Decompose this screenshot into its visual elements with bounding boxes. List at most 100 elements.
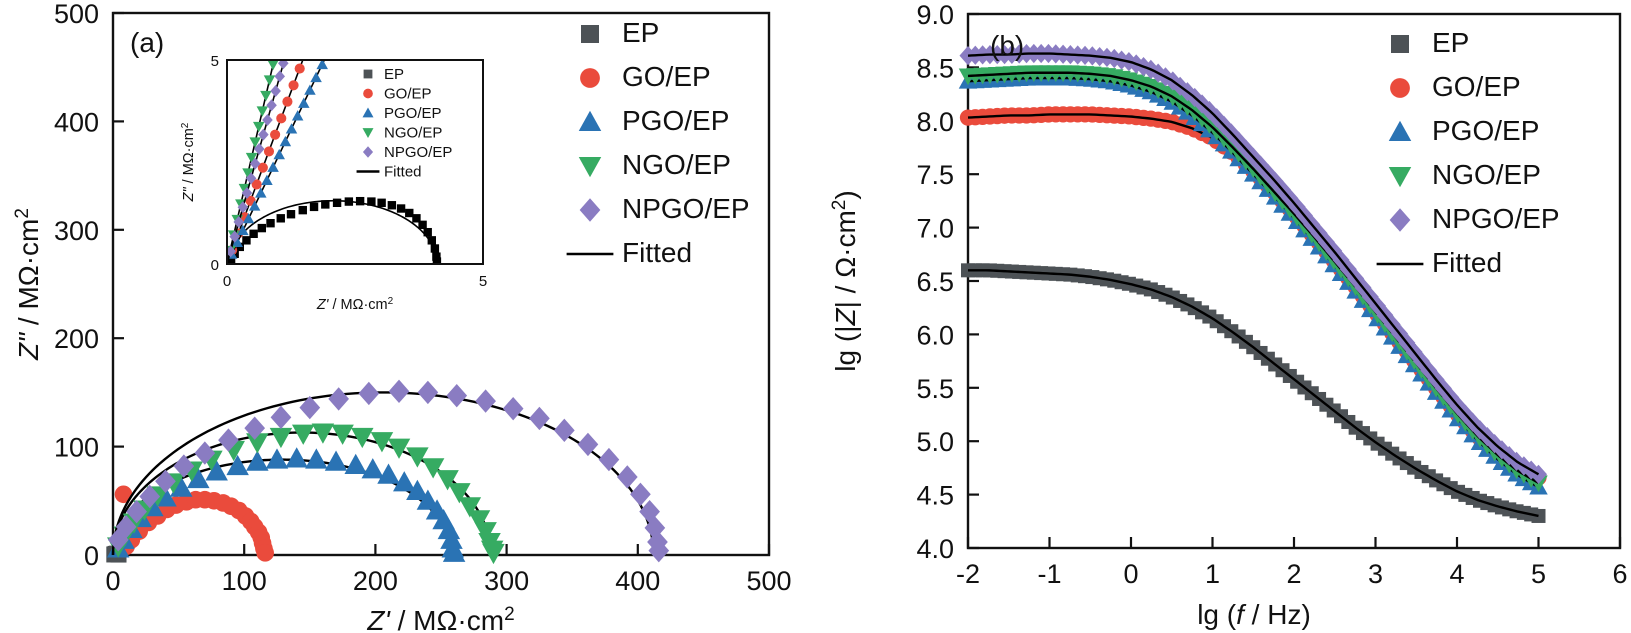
data-point-PGO-EP xyxy=(246,450,269,471)
inset-legend-entry-GO-EP: GO/EP xyxy=(363,86,432,103)
inset-point-NPGO-EP xyxy=(266,99,277,112)
square-icon xyxy=(363,69,373,79)
inset-point-EP xyxy=(430,244,440,253)
inset-legend-label: NPGO/EP xyxy=(384,144,452,161)
circle-icon xyxy=(363,88,373,99)
y-tick-label: 6.0 xyxy=(916,320,954,350)
data-point-PGO-EP xyxy=(205,460,228,481)
inset-legend-entry-NGO-EP: NGO/EP xyxy=(362,125,442,142)
inset-point-EP xyxy=(423,227,432,237)
inset-point-EP xyxy=(405,208,414,218)
inset-point-NGO-EP xyxy=(238,183,251,195)
inset-point-GO-EP xyxy=(282,96,293,107)
y-tick-label: 8.0 xyxy=(916,107,954,137)
inset-point-NGO-EP xyxy=(263,75,276,86)
y-tick-label: 200 xyxy=(54,324,99,354)
data-point-PGO-EP xyxy=(285,447,308,468)
data-point-PGO-EP xyxy=(169,476,193,497)
data-point-NGO-EP xyxy=(370,432,394,453)
data-point-NGO-EP xyxy=(269,427,293,449)
inset-point-EP xyxy=(355,196,365,206)
data-point-NPGO-EP xyxy=(139,484,161,509)
y-tick-label: 500 xyxy=(54,0,99,29)
legend-label: Fitted xyxy=(622,237,692,268)
series-PGO-EP xyxy=(106,447,466,562)
y-tick-label: 4.0 xyxy=(916,534,954,564)
inset-point-EP xyxy=(309,202,319,212)
fitted-curve-NGO-EP xyxy=(111,431,493,556)
inset-point-EP xyxy=(432,257,442,263)
data-point-PGO-EP xyxy=(187,467,210,489)
legend-label: PGO/EP xyxy=(1432,115,1539,146)
data-point-NPGO-EP xyxy=(270,405,292,430)
x-tick-label: 0 xyxy=(1123,559,1138,589)
legend-entry-NGO-EP: NGO/EP xyxy=(1388,159,1541,190)
x-tick-label: 1 xyxy=(1205,559,1220,589)
x-tick-label: 5 xyxy=(1531,559,1546,589)
series-EP xyxy=(961,263,1546,523)
y-tick-label: 7.0 xyxy=(916,214,954,244)
panel-a-ylabel: Z" / MΩ·cm2 xyxy=(12,208,45,361)
series-NPGO-EP xyxy=(107,379,670,563)
inset-point-EP xyxy=(427,236,436,245)
data-point-PGO-EP xyxy=(377,463,400,484)
data-point-NGO-EP xyxy=(448,483,471,504)
inset-point-PGO-EP xyxy=(285,123,298,134)
panel-b-svg: -2 -1 0 1 2 3 4 5 6 4.0 4.5 5.0 5.5 6.0 6.5 7.0 7.5 8.0 8.… xyxy=(829,0,1628,630)
triangle-up-icon xyxy=(362,107,374,118)
x-tick-label: 3 xyxy=(1368,559,1383,589)
inset-series-PGO-EP xyxy=(228,61,328,263)
data-point-NPGO-EP xyxy=(577,432,599,457)
y-tick-label: 5.0 xyxy=(916,427,954,457)
data-point-NGO-EP xyxy=(331,424,354,445)
inset-point-GO-EP xyxy=(257,162,268,173)
inset-ylabel: Z" / MΩ·cm2 xyxy=(180,122,198,202)
data-point-PGO-EP xyxy=(393,471,416,492)
fitted-curve-EP xyxy=(968,269,1539,518)
data-point-NGO-EP xyxy=(406,447,429,468)
inset-point-NGO-EP xyxy=(245,152,258,164)
data-point-NPGO-EP xyxy=(358,381,380,406)
inset-point-NPGO-EP xyxy=(233,215,245,228)
y-tick-label: 6.5 xyxy=(916,267,954,297)
inset-series-NPGO-EP xyxy=(228,61,289,263)
inset-point-PGO-EP xyxy=(237,224,249,236)
legend-entry-GO-EP: GO/EP xyxy=(1390,71,1521,102)
inset-point-NPGO-EP xyxy=(253,142,265,155)
x-tick-label: 300 xyxy=(484,566,529,596)
panel-b-axes: -2 -1 0 1 2 3 4 5 6 4.0 4.5 5.0 5.5 6.0 6.5 7.0 7.5 8.0 8.… xyxy=(829,0,1628,630)
y-tick-label: 9.0 xyxy=(916,0,954,30)
inset-point-NPGO-EP xyxy=(249,157,261,170)
data-point-PGO-EP xyxy=(226,454,249,476)
inset-legend-entry-EP: EP xyxy=(363,66,404,83)
inset-point-EP xyxy=(286,210,296,219)
data-point-NPGO-EP xyxy=(299,395,321,420)
legend-entry-EP: EP xyxy=(581,17,659,48)
inset-point-NPGO-EP xyxy=(241,187,253,199)
inset-y-tick-label: 5 xyxy=(211,53,219,70)
square-icon xyxy=(1391,35,1409,53)
inset-point-PGO-EP xyxy=(310,71,322,83)
data-point-NPGO-EP xyxy=(553,418,575,443)
inset-point-PGO-EP xyxy=(298,97,310,108)
legend-label: EP xyxy=(1432,27,1469,58)
inset-legend-label: Fitted xyxy=(384,164,422,181)
inset-point-PGO-EP xyxy=(231,236,243,247)
y-tick-label: 7.5 xyxy=(916,160,954,190)
inset-point-PGO-EP xyxy=(261,174,273,185)
square-icon xyxy=(581,25,599,43)
data-point-PGO-EP xyxy=(344,453,367,475)
inset-point-EP xyxy=(418,220,427,230)
data-point-NPGO-EP xyxy=(446,383,468,408)
inset-point-PGO-EP xyxy=(279,135,292,147)
data-point-PGO-EP xyxy=(305,448,328,469)
data-point-NPGO-EP xyxy=(194,441,216,465)
x-tick-label: 400 xyxy=(615,566,660,596)
data-point-NGO-EP xyxy=(387,438,411,459)
data-point-NPGO-EP xyxy=(218,428,239,452)
inset-legend-entry-NPGO-EP: NPGO/EP xyxy=(362,144,452,161)
inset-point-PGO-EP xyxy=(316,61,328,70)
data-point-PGO-EP xyxy=(361,458,385,479)
diamond-icon xyxy=(362,146,374,158)
